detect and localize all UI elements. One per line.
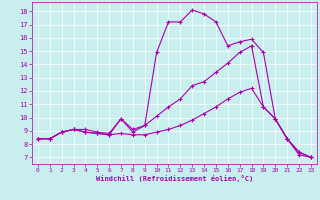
X-axis label: Windchill (Refroidissement éolien,°C): Windchill (Refroidissement éolien,°C)	[96, 175, 253, 182]
